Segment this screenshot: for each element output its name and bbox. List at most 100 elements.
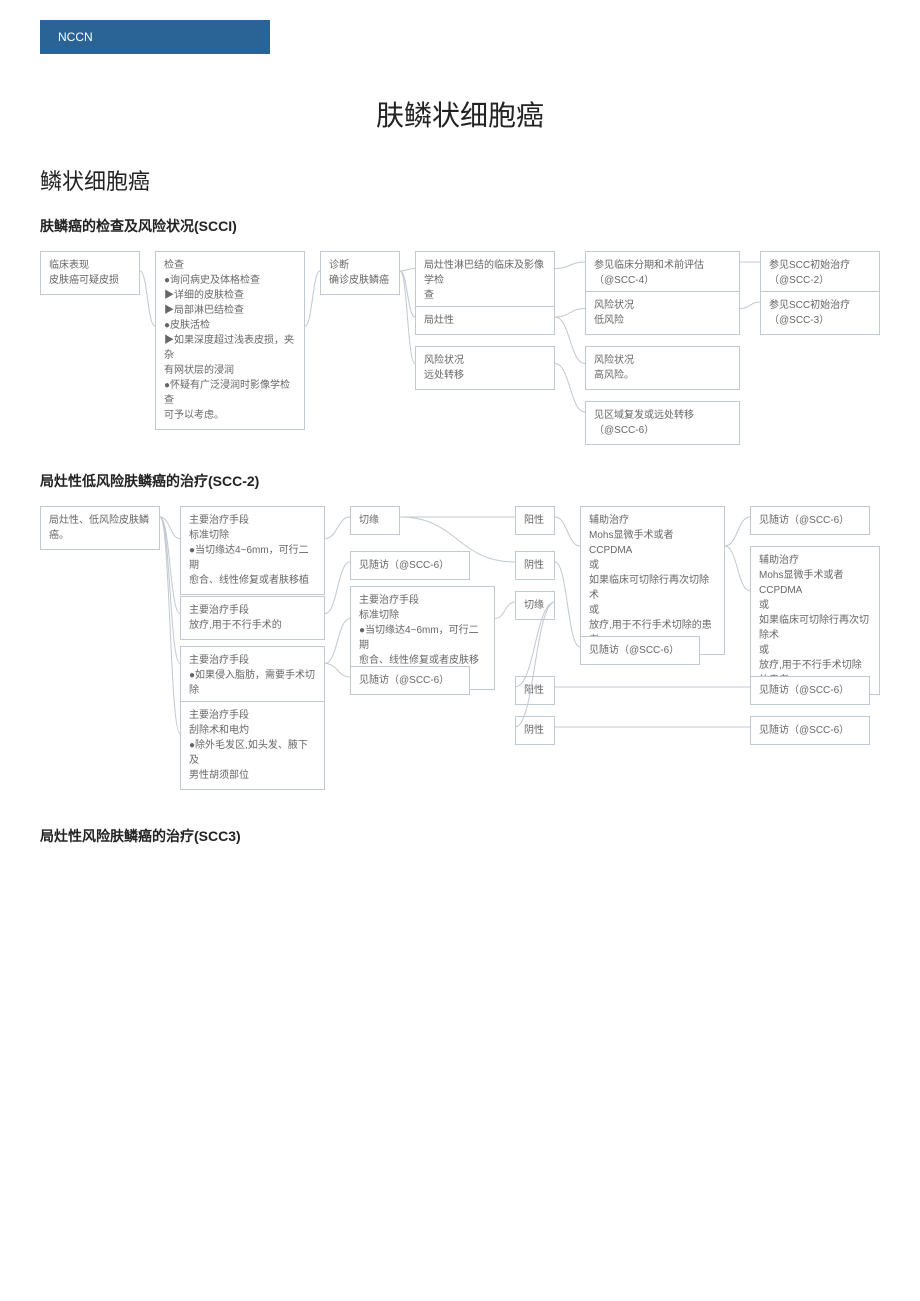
- flow-node: 见随访（@SCC-6）: [750, 676, 870, 705]
- main-heading: 鳞状细胞癌: [40, 164, 920, 196]
- node-text: 阳性: [524, 683, 546, 698]
- node-text: 主要治疗手段: [189, 708, 316, 723]
- flow-node: 见随访（@SCC-6）: [750, 506, 870, 535]
- node-text: 查: [424, 288, 546, 303]
- node-text: 愈合、线性修复或者肤移植: [189, 573, 316, 588]
- node-text: 局灶性、低风险皮肤鳞癌。: [49, 513, 151, 543]
- node-text: Mohs显微手术或者CCPDMA: [759, 568, 871, 598]
- section3-heading: 局灶性风险肤鳞癌的治疗(SCC3): [40, 826, 920, 846]
- node-text: ●如果侵入脂肪，需要手术切除: [189, 668, 316, 698]
- flow-node: 诊断确诊皮肤鳞癌: [320, 251, 400, 295]
- flow-node: 风险状况高风险。: [585, 346, 740, 390]
- node-text: ▶局部淋巴结检查: [164, 303, 296, 318]
- node-text: 或: [589, 603, 716, 618]
- nccn-badge: NCCN: [40, 20, 270, 54]
- node-text: 标准切除: [359, 608, 486, 623]
- flow-node: 局灶性淋巴结的临床及影像学检查: [415, 251, 555, 310]
- node-text: 远处转移: [424, 368, 546, 383]
- node-text: 参见SCC初始治疗（@SCC-2）: [769, 258, 871, 288]
- node-text: 主要治疗手段: [189, 603, 316, 618]
- flow-node: 参见临床分期和术前评估（@SCC-4）: [585, 251, 740, 295]
- flow-node: 参见SCC初始治疗（@SCC-2）: [760, 251, 880, 295]
- node-text: 阴性: [524, 558, 546, 573]
- node-text: 见随访（@SCC-6）: [759, 683, 861, 698]
- node-text: 刮除术和电灼: [189, 723, 316, 738]
- node-text: 或: [759, 643, 871, 658]
- flow-node: 切缘: [350, 506, 400, 535]
- flow-node: 临床表现皮肤癌可疑皮损: [40, 251, 140, 295]
- node-text: 如果临床可切除行再次切除术: [589, 573, 716, 603]
- node-text: 主要治疗手段: [189, 513, 316, 528]
- flow-node: 参见SCC初始治疗（@SCC-3）: [760, 291, 880, 335]
- node-text: 风险状况: [594, 353, 731, 368]
- flow-node: 阴性: [515, 551, 555, 580]
- node-text: 见区域复发或远处转移（@SCC-6）: [594, 408, 731, 438]
- flow-node: 阴性: [515, 716, 555, 745]
- flow-node: 阳性: [515, 506, 555, 535]
- flow-node: 见随访（@SCC-6）: [350, 551, 470, 580]
- node-text: 阴性: [524, 723, 546, 738]
- node-text: ●皮肤活检: [164, 318, 296, 333]
- flowchart-scc2: 局灶性、低风险皮肤鳞癌。主要治疗手段标准切除●当切缘达4~6mm，可行二期愈合、…: [40, 506, 880, 796]
- node-text: 皮肤癌可疑皮损: [49, 273, 131, 288]
- node-text: Mohs显微手术或者CCPDMA: [589, 528, 716, 558]
- flow-node: 阳性: [515, 676, 555, 705]
- node-text: 低风险: [594, 313, 731, 328]
- flow-node: 主要治疗手段刮除术和电灼●除外毛发区,如头发、腋下及男性胡须部位: [180, 701, 325, 790]
- flow-node: 风险状况远处转移: [415, 346, 555, 390]
- node-text: 见随访（@SCC-6）: [759, 513, 861, 528]
- node-text: 放疗,用于不行手术的: [189, 618, 316, 633]
- node-text: 检查: [164, 258, 296, 273]
- flow-node: 切缘: [515, 591, 555, 620]
- node-text: 主要治疗手段: [189, 653, 316, 668]
- node-text: ●除外毛发区,如头发、腋下及: [189, 738, 316, 768]
- flow-node: 见随访（@SCC-6）: [750, 716, 870, 745]
- flowchart-scc1: 临床表现皮肤癌可疑皮损检查●询问病史及体格检查▶详细的皮肤检查▶局部淋巴结检查●…: [40, 251, 880, 441]
- node-text: 辅助治疗: [759, 553, 871, 568]
- node-text: 或: [589, 558, 716, 573]
- node-text: 参见临床分期和术前评估（@SCC-4）: [594, 258, 731, 288]
- section2-heading: 局灶性低风险肤鳞癌的治疗(SCC-2): [40, 471, 920, 491]
- node-text: 见随访（@SCC-6）: [359, 558, 461, 573]
- page-title: 肤鳞状细胞癌: [0, 94, 920, 134]
- flow-node: 主要治疗手段放疗,用于不行手术的: [180, 596, 325, 640]
- node-text: 局灶性: [424, 313, 546, 328]
- node-text: 可予以考虑。: [164, 408, 296, 423]
- flow-node: 检查●询问病史及体格检查▶详细的皮肤检查▶局部淋巴结检查●皮肤活检▶如果深度超过…: [155, 251, 305, 430]
- flow-node: 主要治疗手段●如果侵入脂肪，需要手术切除: [180, 646, 325, 705]
- node-text: 见随访（@SCC-6）: [589, 643, 691, 658]
- node-text: 风险状况: [594, 298, 731, 313]
- flow-node: 见随访（@SCC-6）: [580, 636, 700, 665]
- section1-heading: 肤鳞癌的检查及风险状况(SCCI): [40, 216, 920, 236]
- node-text: 切缘: [359, 513, 391, 528]
- node-text: 阳性: [524, 513, 546, 528]
- flow-node: 辅助治疗Mohs显微手术或者CCPDMA或如果临床可切除行再次切除术或放疗,用于…: [750, 546, 880, 695]
- node-text: ●当切缘达4~6mm，可行二期: [189, 543, 316, 573]
- badge-text: NCCN: [58, 30, 93, 44]
- node-text: ●怀疑有广泛浸润时影像学检查: [164, 378, 296, 408]
- node-text: 或: [759, 598, 871, 613]
- node-text: 见随访（@SCC-6）: [759, 723, 861, 738]
- flow-node: 见区域复发或远处转移（@SCC-6）: [585, 401, 740, 445]
- node-text: 切缘: [524, 598, 546, 613]
- flow-node: 见随访（@SCC-6）: [350, 666, 470, 695]
- node-text: 辅助治疗: [589, 513, 716, 528]
- node-text: 高风险。: [594, 368, 731, 383]
- node-text: 参见SCC初始治疗（@SCC-3）: [769, 298, 871, 328]
- node-text: ▶如果深度超过浅表皮损，夹杂: [164, 333, 296, 363]
- flow-node: 局灶性、低风险皮肤鳞癌。: [40, 506, 160, 550]
- node-text: 有网状层的浸润: [164, 363, 296, 378]
- node-text: 确诊皮肤鳞癌: [329, 273, 391, 288]
- node-text: 如果临床可切除行再次切除术: [759, 613, 871, 643]
- flow-node: 主要治疗手段标准切除●当切缘达4~6mm，可行二期愈合、线性修复或者肤移植: [180, 506, 325, 595]
- node-text: 诊断: [329, 258, 391, 273]
- node-text: 见随访（@SCC-6）: [359, 673, 461, 688]
- flow-node: 风险状况低风险: [585, 291, 740, 335]
- node-text: 局灶性淋巴结的临床及影像学检: [424, 258, 546, 288]
- node-text: 标准切除: [189, 528, 316, 543]
- flow-node: 局灶性: [415, 306, 555, 335]
- node-text: 临床表现: [49, 258, 131, 273]
- node-text: ●询问病史及体格检查: [164, 273, 296, 288]
- node-text: 风险状况: [424, 353, 546, 368]
- flow-node: 辅助治疗Mohs显微手术或者CCPDMA或如果临床可切除行再次切除术或放疗,用于…: [580, 506, 725, 655]
